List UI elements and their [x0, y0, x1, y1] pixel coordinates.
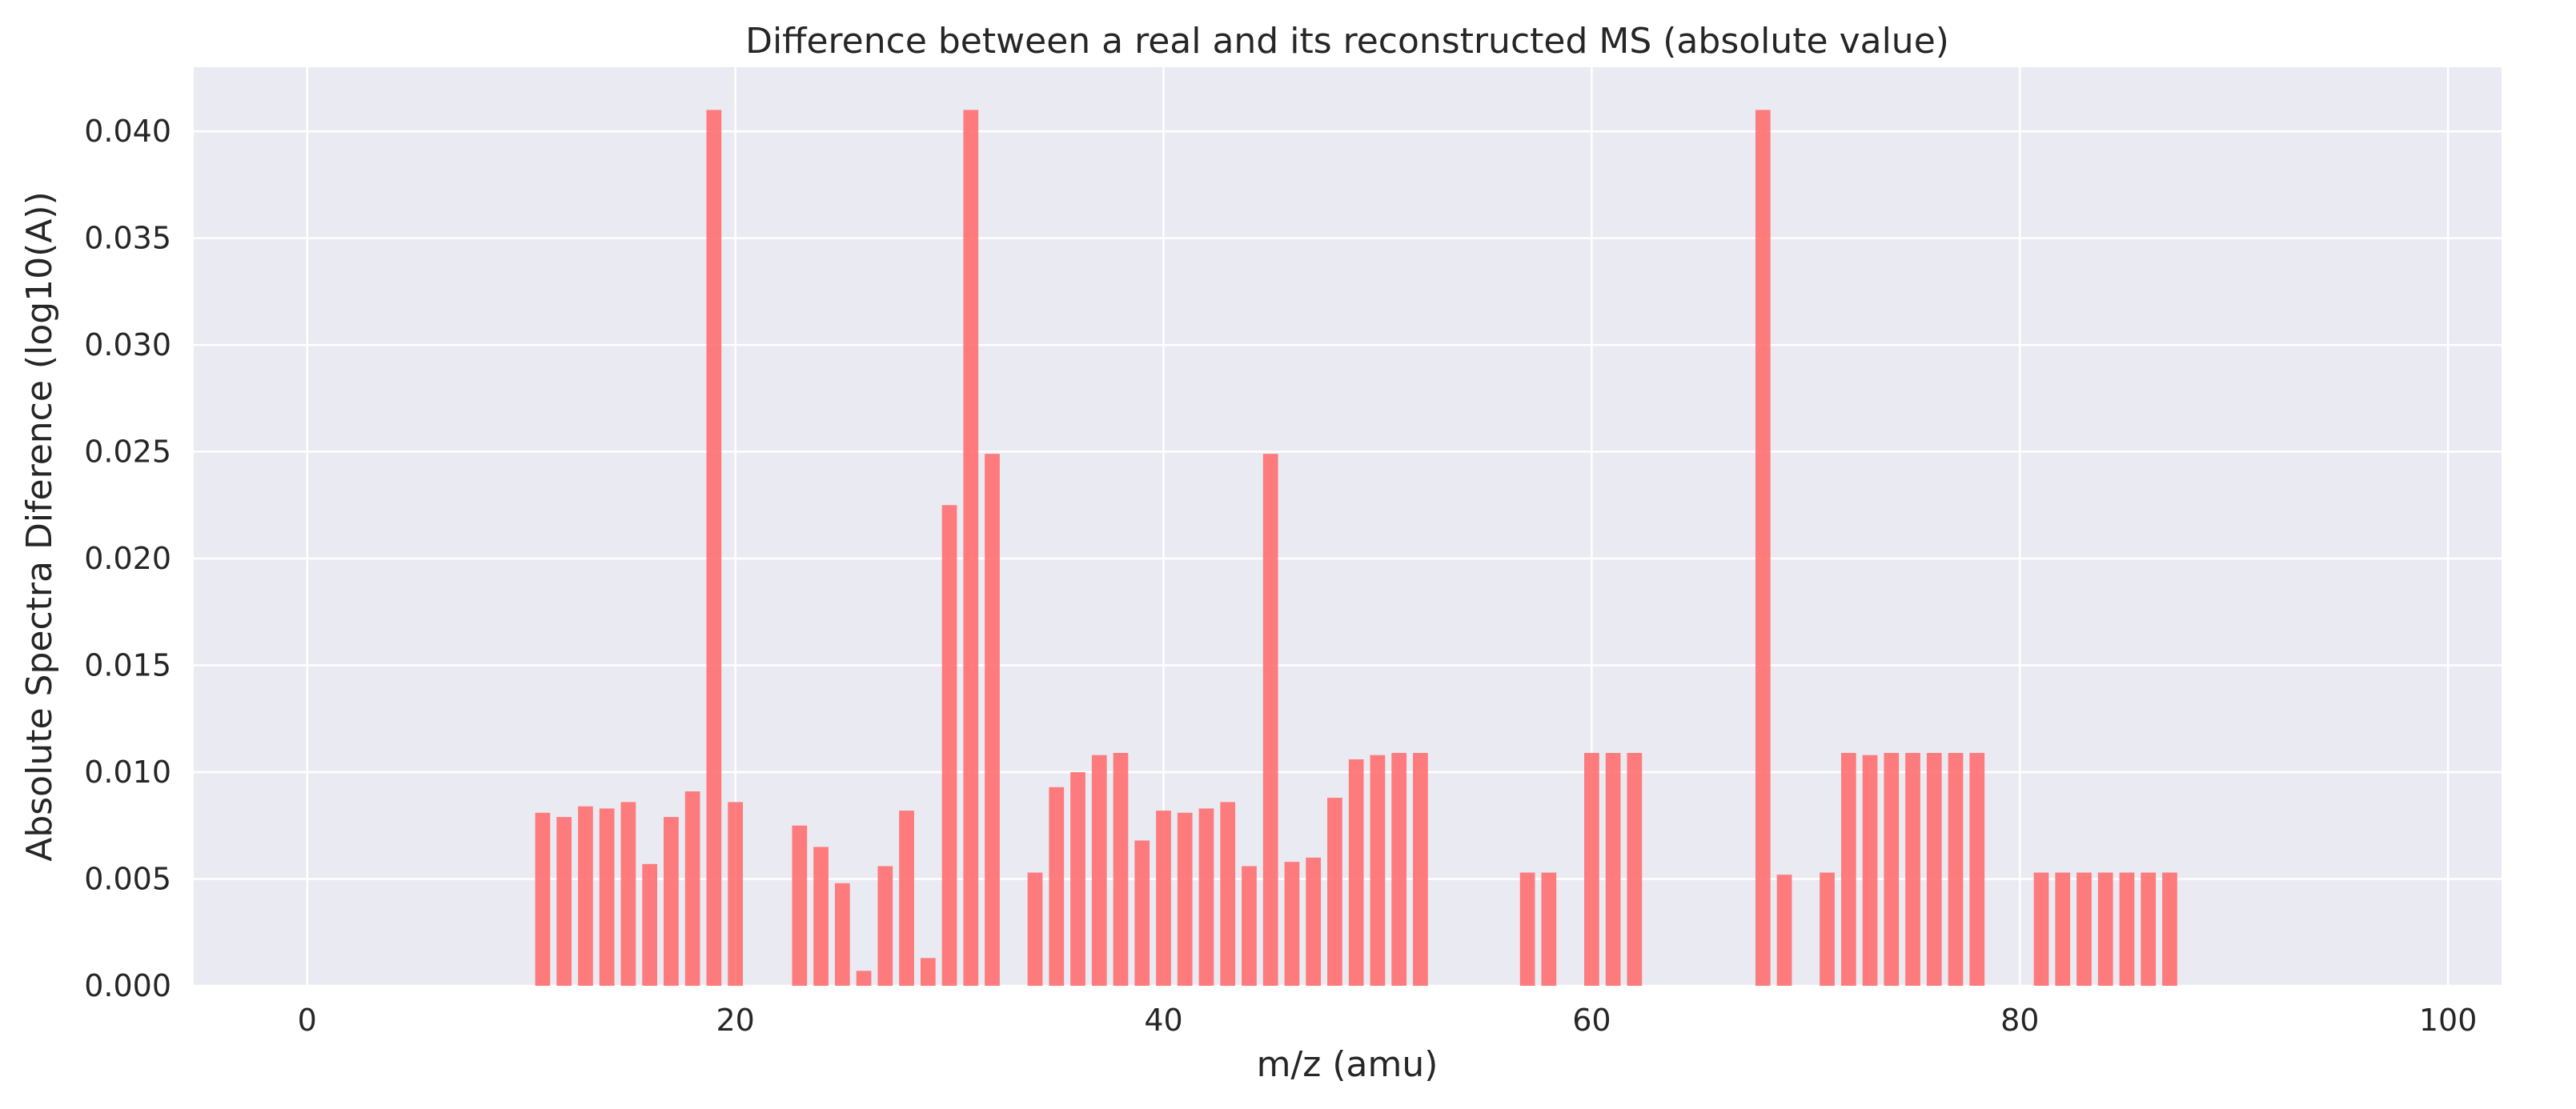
bar-mz-40: [1156, 811, 1171, 986]
bar-mz-72: [1840, 752, 1856, 986]
bar-mz-52: [1413, 752, 1428, 986]
x-tick-label: 60: [1572, 1003, 1611, 1038]
bar-mz-76: [1926, 752, 1942, 986]
bar-mz-43: [1220, 802, 1236, 986]
bar-mz-18: [684, 791, 700, 986]
bar-mz-49: [1348, 759, 1364, 986]
x-tick-label: 100: [2419, 1003, 2478, 1038]
y-tick-labels: 0.000 0.005 0.010 0.015 0.020 0.025 0.030 0.035…: [84, 114, 171, 1003]
bar-mz-25: [834, 883, 850, 986]
bar-mz-83: [2076, 872, 2092, 986]
y-tick-label: 0.015: [84, 648, 171, 683]
x-axis-label: m/z (amu): [1257, 1044, 1438, 1085]
bar-mz-19: [706, 110, 722, 986]
bar-mz-84: [2097, 872, 2113, 986]
bar-mz-77: [1948, 752, 1964, 986]
bar-mz-11: [535, 812, 551, 986]
bar-mz-38: [1113, 752, 1129, 986]
y-tick-label: 0.035: [84, 221, 171, 256]
bar-mz-50: [1370, 755, 1386, 986]
y-tick-label: 0.025: [84, 434, 171, 470]
bar-mz-45: [1262, 454, 1278, 986]
bar-mz-17: [664, 817, 679, 986]
bar-mz-46: [1284, 862, 1300, 986]
bar-mz-24: [813, 847, 829, 986]
bar-mz-58: [1541, 872, 1557, 986]
bar-mz-82: [2055, 872, 2071, 986]
bar-mz-68: [1755, 110, 1771, 986]
bar-mz-13: [578, 806, 593, 986]
bar-mz-51: [1391, 752, 1407, 986]
bar-mz-78: [1969, 752, 1985, 986]
bar-mz-61: [1605, 752, 1621, 986]
bar-mz-75: [1905, 752, 1920, 986]
bar-mz-48: [1327, 798, 1342, 986]
bar-mz-35: [1049, 787, 1065, 986]
bar-mz-81: [2033, 872, 2049, 986]
bar-mz-15: [620, 802, 636, 986]
bar-mz-14: [599, 808, 615, 986]
bar-mz-71: [1820, 872, 1835, 986]
bar-mz-32: [985, 454, 1000, 986]
bar-mz-85: [2119, 872, 2135, 986]
bar-mz-26: [856, 971, 872, 986]
bar-mz-30: [941, 505, 957, 986]
bar-mz-29: [920, 958, 936, 986]
y-tick-label: 0.005: [84, 862, 171, 897]
bar-mz-31: [963, 110, 979, 986]
bar-mz-60: [1584, 752, 1599, 986]
bar-mz-20: [728, 802, 743, 986]
bar-mz-28: [899, 811, 914, 986]
bar-mz-57: [1519, 872, 1535, 986]
bar-mz-42: [1198, 808, 1214, 986]
bar-mz-34: [1027, 872, 1043, 986]
bar-mz-47: [1306, 857, 1322, 986]
bar-mz-86: [2141, 872, 2157, 986]
x-tick-label: 0: [298, 1003, 317, 1038]
bar-mz-87: [2162, 872, 2177, 986]
x-tick-label: 80: [2000, 1003, 2039, 1038]
bar-mz-74: [1884, 752, 1900, 986]
y-tick-label: 0.020: [84, 541, 171, 576]
bar-mz-12: [556, 817, 572, 986]
bar-mz-27: [877, 866, 893, 986]
x-tick-label: 40: [1144, 1003, 1182, 1038]
bar-mz-36: [1070, 772, 1085, 986]
bar-mz-23: [792, 825, 808, 986]
x-tick-label: 20: [716, 1003, 754, 1038]
y-tick-label: 0.010: [84, 755, 171, 790]
bar-mz-69: [1776, 875, 1792, 986]
bar-mz-16: [642, 863, 658, 986]
y-tick-label: 0.040: [84, 114, 171, 149]
bar-mz-44: [1242, 866, 1257, 986]
y-tick-label: 0.000: [84, 968, 171, 1003]
bar-mz-62: [1627, 752, 1643, 986]
y-axis-label: Absolute Spectra Diference (log10(A)): [19, 191, 60, 862]
x-tick-labels: 0 20 40 60 80 100: [298, 1003, 2478, 1038]
y-tick-label: 0.030: [84, 327, 171, 362]
bar-mz-39: [1134, 840, 1150, 986]
bar-mz-41: [1177, 812, 1193, 986]
bar-mz-37: [1091, 755, 1107, 986]
bar-mz-73: [1862, 755, 1878, 986]
bars: [535, 110, 2177, 986]
chart-title: Difference between a real and its recons…: [745, 21, 1949, 62]
